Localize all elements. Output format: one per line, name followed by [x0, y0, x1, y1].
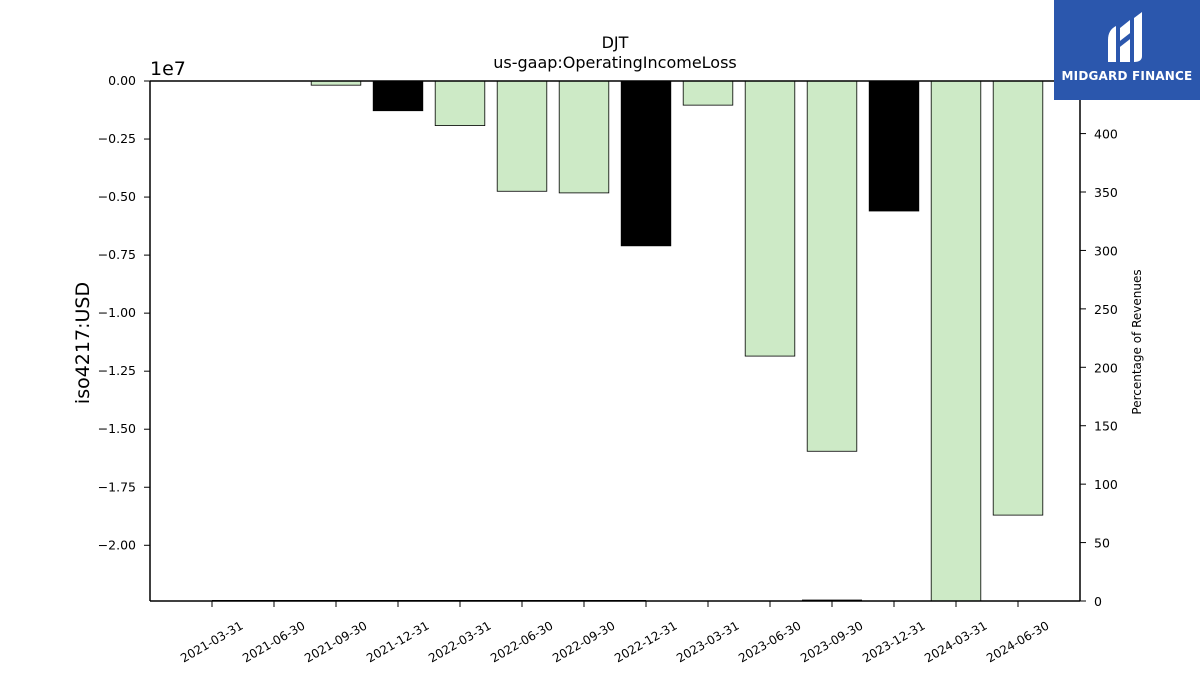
x-tick-label: 2023-03-31: [674, 618, 741, 665]
y-axis-label: iso4217:USD: [72, 282, 94, 404]
bar: [682, 80, 734, 106]
bar: [620, 80, 672, 247]
x-tick-label: 2023-06-30: [736, 618, 803, 665]
y-axis-offset-label: 1e7: [150, 58, 186, 80]
y2-axis-label: Percentage of Revenues: [1130, 269, 1144, 414]
bar: [558, 80, 610, 194]
bars-group: [310, 80, 1044, 602]
y-tick-label: −1.00: [98, 305, 136, 320]
bar: [744, 80, 796, 357]
x-tick-label: 2022-06-30: [488, 618, 555, 665]
y2-tick-label: 300: [1094, 243, 1118, 258]
midgard-finance-logo: MIDGARD FINANCE: [1054, 0, 1200, 100]
bar: [992, 80, 1044, 516]
chart-subtitle: us-gaap:OperatingIncomeLoss: [493, 53, 737, 72]
bar: [496, 80, 548, 192]
x-tick-label: 2021-06-30: [240, 618, 307, 665]
x-tick-label: 2024-06-30: [984, 618, 1051, 665]
chart-title: DJT: [602, 33, 629, 52]
y-tick-label: −0.50: [98, 189, 136, 204]
x-tick-label: 2022-09-30: [550, 618, 617, 665]
y-tick-label: −0.25: [98, 131, 136, 146]
x-tick-label: 2022-12-31: [612, 618, 679, 665]
y2-tick-label: 350: [1094, 185, 1118, 200]
x-tick-label: 2023-12-31: [860, 618, 927, 665]
y-tick-label: 0.00: [108, 73, 136, 88]
y-tick-label: −0.75: [98, 247, 136, 262]
y2-tick-label: 200: [1094, 360, 1118, 375]
x-tick-label: 2022-03-31: [426, 618, 493, 665]
y-tick-label: −2.00: [98, 537, 136, 552]
y-tick-label: −1.75: [98, 479, 136, 494]
y-tick-label: −1.50: [98, 421, 136, 436]
bar: [930, 80, 982, 602]
y2-tick-label: 400: [1094, 127, 1118, 142]
bar: [434, 80, 486, 126]
x-tick-label: 2021-09-30: [302, 618, 369, 665]
y2-tick-label: 150: [1094, 419, 1118, 434]
bar: [806, 80, 858, 452]
bar: [868, 80, 920, 212]
bar: [372, 80, 424, 112]
x-tick-label: 2023-09-30: [798, 618, 865, 665]
logo-text: MIDGARD FINANCE: [1061, 69, 1193, 83]
x-tick-label: 2021-12-31: [364, 618, 431, 665]
x-tick-label: 2021-03-31: [178, 618, 245, 665]
x-tick-label: 2024-03-31: [922, 618, 989, 665]
midgard-logo-icon: [1108, 12, 1142, 62]
y-tick-label: −1.25: [98, 363, 136, 378]
y2-tick-label: 100: [1094, 477, 1118, 492]
y2-tick-label: 0: [1094, 594, 1102, 609]
y2-tick-label: 50: [1094, 536, 1110, 551]
y2-tick-label: 250: [1094, 302, 1118, 317]
